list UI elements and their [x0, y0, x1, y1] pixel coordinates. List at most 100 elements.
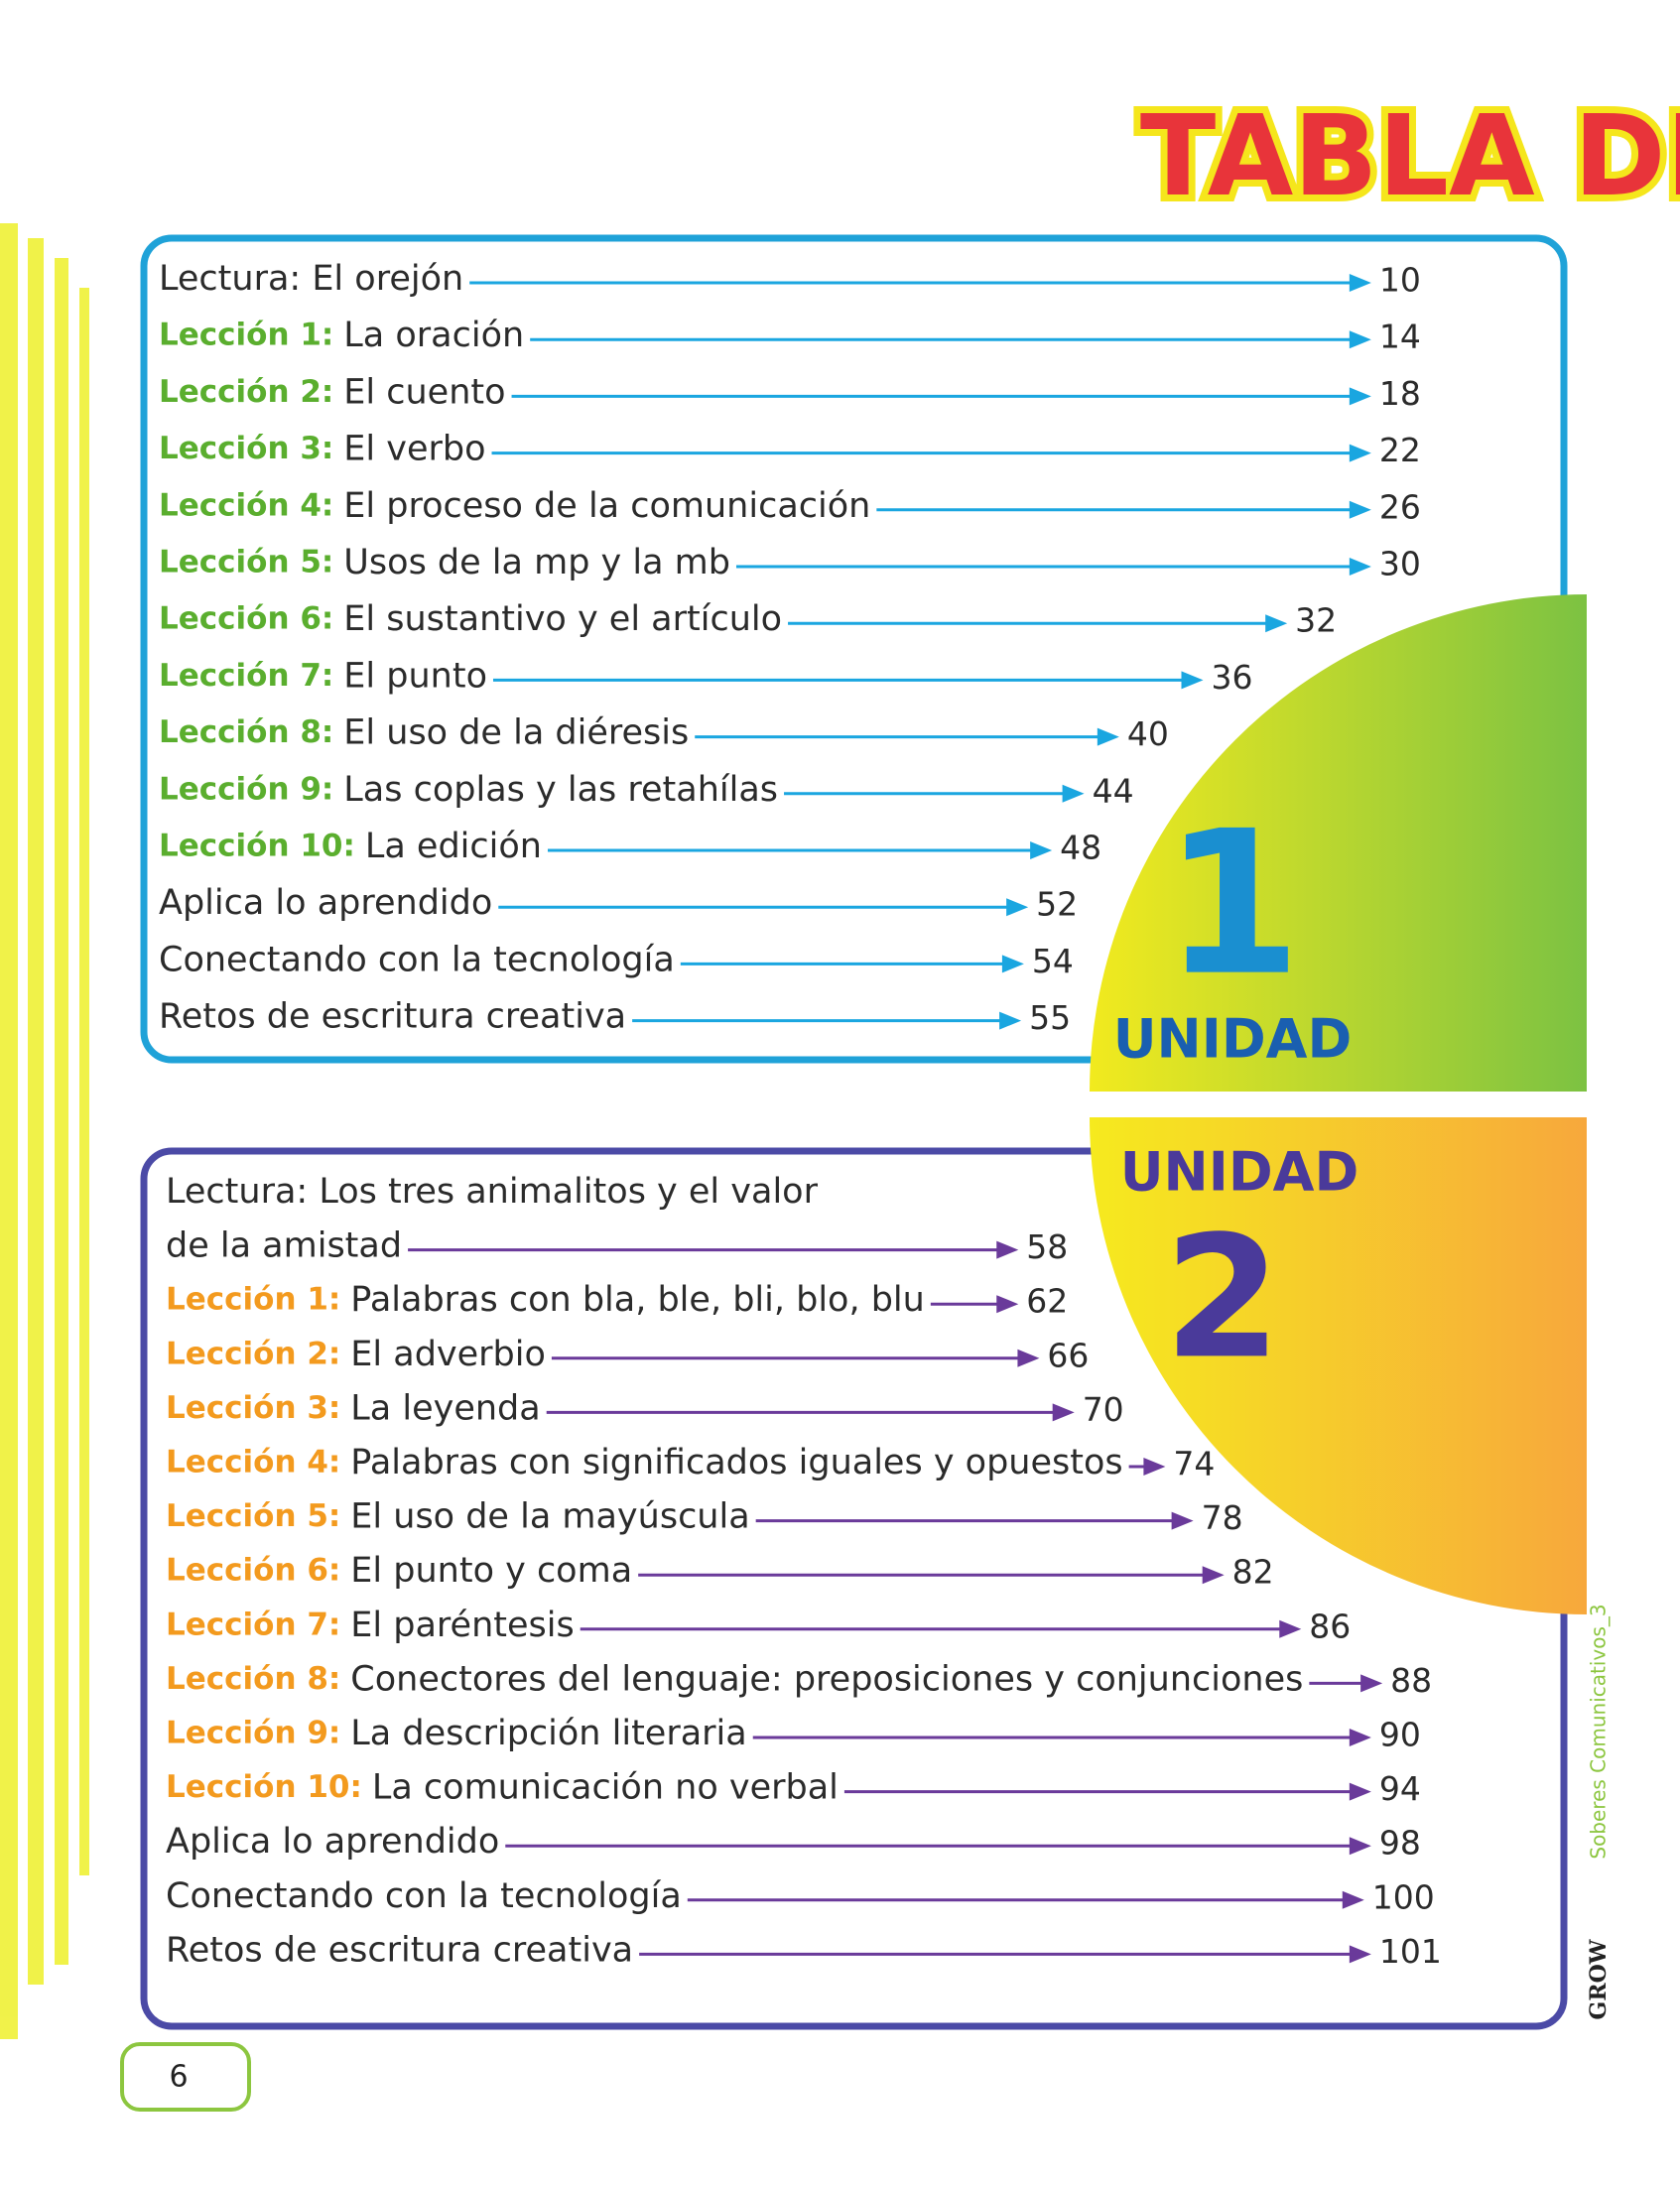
toc-rows: Lectura: El orejón 10 Lección 1: La oración… — [159, 259, 1442, 1971]
page-ref: 55 — [1029, 998, 1071, 1037]
entry-text: Conectando con la tecnología — [159, 940, 675, 979]
page-ref: 101 — [1379, 1932, 1442, 1971]
lesson-label: Lección 2: — [166, 1336, 340, 1371]
lesson-label: Lección 7: — [159, 658, 333, 694]
unit-1-quarter — [1090, 594, 1587, 1092]
lesson-label: Lección 9: — [159, 771, 333, 807]
page-ref: 58 — [1026, 1227, 1068, 1266]
lesson-label: Lección 5: — [159, 545, 333, 580]
entry-text: El paréntesis — [350, 1606, 574, 1645]
entry-text: El adverbio — [350, 1335, 546, 1374]
lesson-label: Lección 3: — [159, 431, 333, 466]
page-ref: 18 — [1379, 374, 1421, 413]
page-ref: 14 — [1379, 318, 1421, 356]
arrow-head — [1143, 1458, 1166, 1476]
entry-text: Usos de la mp y la mb — [343, 543, 730, 582]
page-ref: 30 — [1379, 545, 1421, 583]
lesson-label: Lección 4: — [159, 487, 333, 523]
entry-text: El cuento — [343, 372, 505, 412]
entry-text: Palabras con bla, ble, bli, blo, blu — [350, 1280, 925, 1320]
page-ref: 26 — [1379, 487, 1421, 526]
entry-text: Lectura: El orejón — [159, 259, 463, 299]
arrow-head — [1202, 1566, 1225, 1585]
arrow-head — [1342, 1890, 1364, 1909]
page-ref: 44 — [1093, 771, 1134, 810]
series-name: Soberes Comunicativos_3 — [1587, 1604, 1611, 1859]
page-ref: 48 — [1060, 829, 1101, 867]
entry-text: La edición — [365, 827, 542, 866]
page-ref: 82 — [1232, 1553, 1274, 1592]
page-ref: 94 — [1379, 1769, 1421, 1808]
page-ref: 88 — [1390, 1661, 1432, 1700]
lesson-label: Lección 5: — [166, 1498, 340, 1534]
entry-text: El punto y coma — [350, 1551, 632, 1591]
page-ref: 70 — [1083, 1390, 1124, 1429]
arrow-head — [999, 1011, 1022, 1030]
entry-text: La oración — [343, 316, 524, 355]
lesson-label: Lección 6: — [166, 1553, 340, 1589]
arrow-head — [1001, 955, 1024, 973]
arrow-head — [1349, 1945, 1371, 1964]
lesson-label: Lección 1: — [159, 318, 333, 353]
unit-2-label: UNIDAD — [1120, 1141, 1359, 1204]
arrow-head — [1052, 1403, 1075, 1422]
arrow-head — [1349, 274, 1371, 292]
entry-text: Aplica lo aprendido — [159, 883, 492, 923]
lesson-label: Lección 1: — [166, 1282, 340, 1318]
arrow-head — [1265, 614, 1288, 633]
page-ref: 90 — [1379, 1716, 1421, 1754]
page-ref: 74 — [1173, 1445, 1215, 1483]
entry-text: Palabras con significados iguales y opue… — [350, 1443, 1122, 1482]
page-ref: 22 — [1379, 431, 1421, 469]
unit-1-label: UNIDAD — [1113, 1008, 1353, 1071]
arrow-head — [1349, 1837, 1371, 1856]
page-badge — [120, 2042, 251, 2112]
arrow-head — [1017, 1349, 1040, 1367]
arrow-head — [1349, 1782, 1371, 1801]
arrow-head — [1006, 898, 1029, 917]
arrow-head — [1360, 1674, 1383, 1693]
entry-text: El uso de la mayúscula — [350, 1497, 749, 1537]
lesson-label: Lección 4: — [166, 1445, 340, 1480]
arrow-head — [1349, 444, 1371, 462]
arrow-head — [1349, 558, 1371, 576]
entry-text: Conectando con la tecnología — [166, 1876, 682, 1916]
unit-2-quarter — [1090, 1117, 1587, 1614]
arrow-head — [1171, 1511, 1194, 1530]
arrow-head — [1062, 784, 1085, 803]
entry-text: La descripción literaria — [350, 1714, 746, 1753]
page-ref: 52 — [1036, 885, 1078, 924]
lesson-label: Lección 3: — [166, 1390, 340, 1426]
arrow-head — [1349, 500, 1371, 519]
entry-text: La comunicación no verbal — [372, 1768, 839, 1808]
arrow-head — [1279, 1619, 1302, 1638]
entry-text: El verbo — [343, 430, 485, 469]
page-ref: 10 — [1379, 261, 1421, 300]
entry-text: Las coplas y las retahílas — [343, 770, 778, 810]
lesson-label: Lección 7: — [166, 1607, 340, 1642]
lesson-label: Lección 9: — [166, 1716, 340, 1751]
arrow-head — [996, 1240, 1019, 1259]
arrow-head — [1097, 727, 1119, 746]
arrow-head — [1349, 1729, 1371, 1746]
entry-text: El punto — [343, 656, 487, 696]
lesson-label: Lección 10: — [166, 1769, 362, 1805]
entry-text: El uso de la diéresis — [343, 713, 689, 753]
unit-1-number: 1 — [1163, 789, 1301, 1020]
page-ref: 32 — [1295, 601, 1337, 640]
page-ref: 54 — [1032, 942, 1074, 980]
entry-text: Retos de escritura creativa — [166, 1930, 633, 1970]
arrow-head — [1349, 330, 1371, 349]
arrow-head — [1349, 387, 1371, 406]
brand: GROW — [1586, 1939, 1612, 2019]
lesson-label: Lección 8: — [166, 1661, 340, 1697]
arrow-head — [1030, 841, 1053, 859]
title: TABLA DE — [1140, 92, 1680, 221]
entry-text: Aplica lo aprendido — [166, 1822, 499, 1862]
entry-text: Lectura: Los tres animalitos y el valor — [166, 1172, 819, 1212]
arrow-head — [1181, 671, 1204, 690]
entry-text: Retos de escritura creativa — [159, 997, 626, 1037]
entry-text: de la amistad — [166, 1226, 402, 1266]
